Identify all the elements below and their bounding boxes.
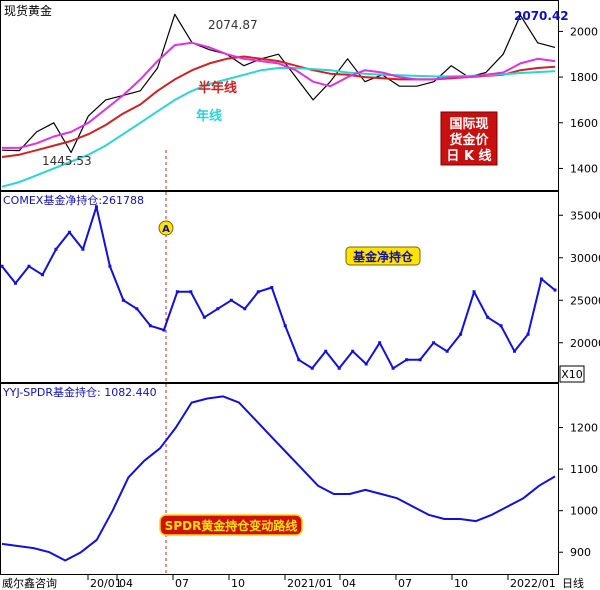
data-point-41	[553, 288, 557, 292]
data-point-35	[472, 290, 476, 294]
callout-line-1: 国际现	[449, 117, 488, 132]
data-point-13	[175, 290, 179, 294]
data-point-38	[513, 349, 517, 353]
data-point-33	[445, 349, 449, 353]
data-point-22	[297, 358, 301, 362]
y-tick-label-3-1: 1000	[570, 505, 598, 518]
gold-panel-title: 现货黄金	[4, 3, 52, 18]
marker-a-label: A	[162, 224, 170, 235]
data-point-31	[418, 358, 422, 362]
y-tick-label-1-0: 1400	[570, 162, 598, 175]
data-point-28	[378, 341, 382, 345]
data-point-14	[189, 290, 193, 294]
annotation-low-2020: 1445.53	[42, 154, 92, 168]
gold-callout-box: 国际现 货金价 日 K 线	[440, 111, 498, 166]
spdr-badge: SPDR黄金持仓变动路线	[165, 518, 298, 533]
data-point-2	[27, 264, 31, 268]
data-point-23	[310, 366, 314, 370]
y-tick-label-2-2: 30000	[570, 252, 600, 265]
data-point-17	[229, 298, 233, 302]
legend-half-year-line: 半年线	[198, 80, 237, 96]
data-point-26	[351, 349, 355, 353]
data-point-21	[283, 324, 287, 328]
footer-source: 威尔鑫咨询	[2, 576, 57, 590]
gold-price-panel: 现货黄金 1400 1600 1800 2000 2074.87 1445.53 20…	[1, 3, 598, 188]
spdr-panel: YYJ-SPDR基金持仓: 1082.440 900 1000 1100 1200 S…	[1, 385, 598, 562]
data-point-36	[486, 315, 490, 319]
legend-year-line: 年线	[196, 108, 222, 124]
data-point-32	[432, 341, 436, 345]
y-tick-label-1-3: 2000	[570, 25, 598, 38]
data-point-20	[270, 286, 274, 289]
data-point-19	[256, 290, 260, 294]
x-tick-label-5: 04	[342, 577, 356, 590]
data-point-16	[216, 307, 220, 311]
scale-label: X10	[561, 368, 583, 381]
comex-panel: COMEX基金净持仓:261788 20000 25000 30000 35000 基…	[0, 193, 600, 383]
data-point-10	[135, 307, 139, 311]
data-point-37	[499, 324, 503, 328]
y-tick-label-2-1: 25000	[570, 294, 600, 307]
data-point-8	[108, 264, 112, 268]
callout-line-3: 日 K 线	[446, 148, 491, 164]
scale-box	[559, 365, 585, 383]
comex-badge-bg	[345, 246, 421, 266]
data-point-39	[526, 332, 530, 336]
spdr-panel-title: YYJ-SPDR基金持仓: 1082.440	[2, 385, 157, 399]
data-point-15	[202, 315, 206, 319]
data-point-3	[40, 273, 44, 277]
marker-a-circle	[158, 220, 174, 236]
x-tick-label-1: 04	[119, 577, 133, 590]
x-tick-label-4: 2021/01	[287, 577, 333, 590]
x-tick-label-3: 10	[231, 577, 245, 590]
y-tick-label-2-3: 35000	[570, 209, 600, 222]
y-tick-label-1-2: 1800	[570, 71, 598, 84]
data-point-5	[67, 230, 71, 234]
data-point-34	[459, 332, 463, 336]
series-line-2-0	[1, 205, 556, 370]
data-point-25	[337, 366, 341, 370]
spdr-badge-bg	[159, 514, 303, 536]
x-tick-label-7: 10	[454, 577, 468, 590]
data-point-18	[243, 307, 247, 311]
series-line-1-3	[2, 41, 556, 149]
y-tick-label-1-1: 1600	[570, 117, 598, 130]
annotation-high-2020: 2074.87	[208, 18, 258, 32]
data-point-6	[81, 247, 85, 251]
chart-frame	[0, 0, 559, 575]
comex-panel-title: COMEX基金净持仓:261788	[3, 193, 144, 207]
y-tick-label-3-3: 1200	[570, 422, 598, 435]
x-axis-unit: 日线	[562, 576, 584, 590]
comex-badge: 基金净持仓	[352, 249, 414, 264]
data-point-27	[364, 362, 368, 366]
y-tick-label-2-0: 20000	[570, 337, 600, 350]
y-tick-label-3-2: 1100	[570, 463, 598, 476]
data-point-24	[324, 349, 328, 353]
data-point-29	[391, 366, 395, 370]
data-point-30	[405, 358, 409, 362]
data-point-11	[148, 324, 152, 328]
data-point-12	[162, 328, 166, 332]
y-tick-label-3-0: 900	[570, 546, 591, 559]
data-point-9	[121, 298, 125, 302]
callout-line-2: 货金价	[449, 132, 489, 148]
data-point-40	[540, 277, 544, 281]
data-point-4	[54, 247, 58, 251]
x-tick-label-2: 07	[175, 577, 189, 590]
x-tick-label-0: 20/01	[90, 577, 122, 590]
x-tick-label-8: 2022/01	[510, 577, 556, 590]
series-line-3-0	[1, 395, 556, 562]
annotation-high-2022: 2070.42	[514, 9, 569, 23]
series-line-1-2	[1, 67, 556, 188]
series-line-1-0	[1, 13, 556, 154]
x-tick-label-6: 07	[398, 577, 412, 590]
data-point-0	[0, 264, 4, 268]
data-point-7	[94, 205, 98, 209]
data-point-1	[13, 281, 17, 285]
